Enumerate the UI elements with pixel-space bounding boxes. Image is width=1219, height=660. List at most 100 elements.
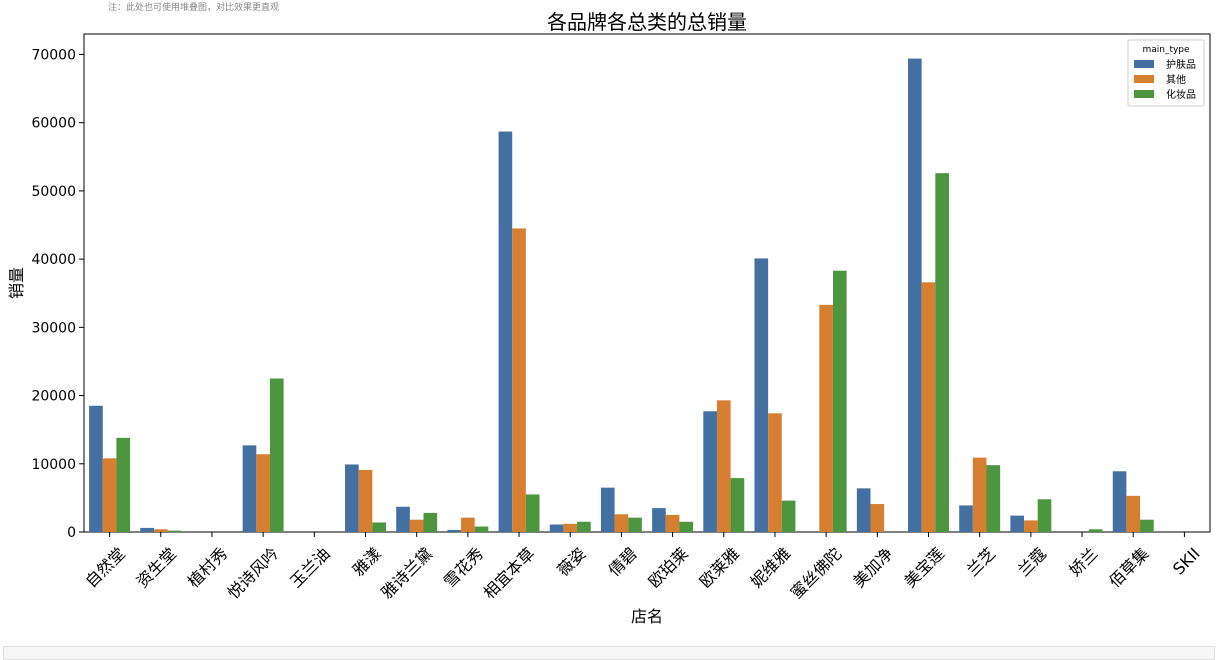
bar [832, 270, 847, 532]
legend-label: 其他 [1166, 73, 1186, 86]
bar [153, 529, 168, 532]
x-tick-label: 雅诗兰黛 [377, 544, 436, 603]
legend-label: 化妆品 [1166, 88, 1196, 101]
bar [89, 405, 103, 532]
x-tick-label: 雪花秀 [440, 544, 487, 591]
bar [116, 437, 131, 532]
bar [921, 282, 936, 532]
bar [447, 529, 462, 532]
x-tick-label: 欧珀莱 [645, 544, 692, 591]
bar [856, 488, 871, 532]
bar [628, 517, 642, 532]
y-tick-label: 50000 [31, 184, 76, 200]
y-tick-label: 40000 [31, 252, 76, 268]
legend-swatch [1134, 75, 1154, 83]
y-tick-label: 10000 [31, 457, 76, 473]
x-tick-label: 欧莱雅 [696, 544, 743, 591]
bar [1037, 499, 1052, 532]
bar [1112, 471, 1127, 532]
bar [563, 523, 578, 532]
bar [423, 512, 438, 532]
plot-frame [83, 33, 1211, 533]
bar [986, 465, 1001, 532]
x-tick-label: SKII [1169, 544, 1204, 579]
bar [665, 514, 680, 532]
x-tick-label: 蜜丝佛陀 [787, 544, 846, 603]
bar [269, 378, 284, 532]
bars [89, 58, 1154, 533]
bar [498, 131, 513, 533]
bar [102, 458, 117, 532]
bar [730, 478, 745, 532]
x-tick-label: 倩碧 [605, 544, 641, 580]
legend-title: main_type [1142, 45, 1190, 55]
x-tick-label: 佰草集 [1105, 544, 1152, 591]
x-axis-label: 店名 [631, 607, 663, 626]
x-tick-label: 娇兰 [1065, 544, 1101, 580]
bar [935, 173, 949, 533]
bar [140, 527, 154, 532]
bar [781, 500, 796, 532]
bar [959, 505, 973, 532]
x-tick-label: 悦诗风吟 [224, 544, 283, 603]
bar-chart: 各品牌各总类的总销量 0 10000 20000 30000 40000 50000 600… [7, 10, 1211, 626]
bar [409, 519, 424, 532]
bar [242, 445, 257, 532]
legend-box [1127, 39, 1205, 107]
x-tick-label: 兰蔻 [1014, 544, 1050, 580]
x-tick-label: 兰芝 [963, 544, 999, 580]
bar [474, 526, 489, 532]
bar [716, 400, 731, 532]
x-tick-label: 美宝莲 [900, 544, 947, 591]
x-tick-label: 相宜本草 [480, 544, 539, 603]
legend-label: 护肤品 [1166, 58, 1196, 71]
bar [1024, 520, 1038, 532]
bar [549, 524, 564, 532]
y-tick-label: 20000 [31, 389, 76, 405]
bar [1140, 519, 1154, 532]
bar [600, 487, 615, 532]
bar [679, 521, 694, 532]
x-tick-label: 妮维雅 [747, 544, 794, 591]
bar [461, 517, 475, 532]
bar [614, 514, 629, 532]
chart-title: 各品牌各总类的总销量 [547, 10, 747, 34]
bar [908, 58, 922, 533]
bar [768, 413, 782, 532]
bar [512, 228, 526, 532]
y-axis: 0 10000 20000 30000 40000 50000 60000 70000 [31, 47, 84, 541]
bar [256, 454, 270, 532]
legend-swatch [1134, 60, 1154, 68]
x-tick-label: 雅漾 [349, 544, 385, 580]
legend-swatch [1134, 90, 1154, 98]
bar [358, 469, 373, 532]
bar [167, 530, 182, 532]
bar [577, 521, 591, 532]
y-tick-label: 60000 [31, 116, 76, 132]
x-tick-label: 自然堂 [82, 544, 129, 591]
bar [819, 304, 833, 532]
bar [703, 411, 717, 532]
y-axis-label: 销量 [7, 267, 26, 299]
bar [345, 464, 359, 532]
bar [525, 494, 540, 532]
x-tick-label: 玉兰油 [286, 544, 333, 591]
bar [372, 522, 386, 532]
x-tick-label: 资生堂 [133, 544, 180, 591]
bar [1010, 515, 1025, 532]
x-tick-label: 植村秀 [184, 544, 231, 591]
y-tick-label: 0 [67, 525, 76, 541]
bar [652, 508, 666, 532]
y-tick-label: 70000 [31, 47, 76, 63]
bar [396, 506, 410, 532]
x-tick-label: 薇姿 [553, 544, 589, 580]
y-tick-label: 30000 [31, 320, 76, 336]
bar [1088, 529, 1103, 532]
bar [870, 504, 885, 532]
x-tick-label: 美加净 [849, 544, 896, 591]
x-axis: 自然堂 资生堂 植村秀悦诗风吟 玉兰油 雅漾雅诗兰黛 雪花秀相宜本草 薇姿 倩碧 欧珀莱 欧莱雅妮… [82, 532, 1204, 603]
bar [972, 457, 987, 532]
bar [1126, 495, 1141, 532]
chart-note: 注：此处也可使用堆叠图，对比效果更直观 [108, 3, 280, 13]
